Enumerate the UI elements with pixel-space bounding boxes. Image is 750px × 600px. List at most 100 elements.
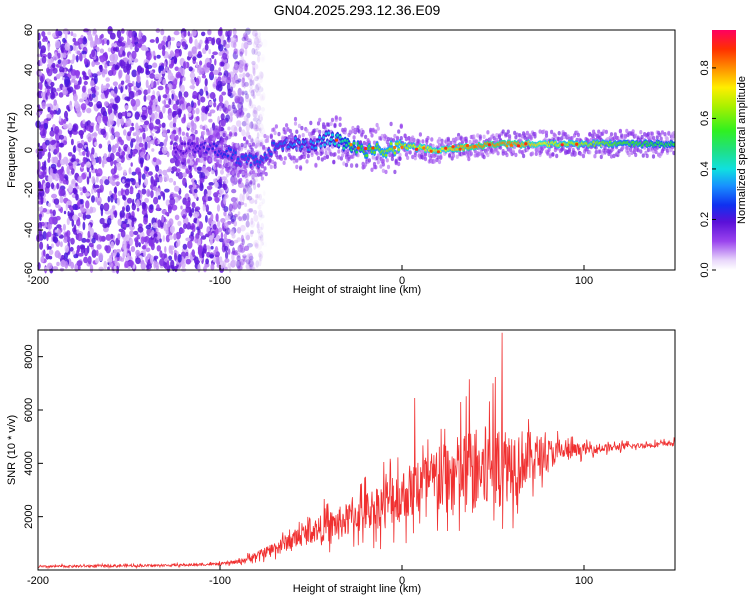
- noise-speck: [70, 138, 74, 146]
- spectrum-halo: [264, 147, 268, 152]
- spectrum-halo: [420, 149, 424, 154]
- spectrum-halo: [277, 131, 281, 137]
- spectrum-halo: [213, 157, 217, 162]
- noise-speck: [114, 64, 120, 71]
- spectrum-halo: [437, 136, 442, 142]
- noise-speck: [59, 66, 65, 74]
- spectrum-halo: [417, 139, 421, 144]
- spectrum-halo: [229, 131, 233, 136]
- noise-speck: [64, 32, 68, 40]
- noise-speck: [142, 202, 147, 210]
- x-tick-label: 100: [575, 275, 593, 287]
- noise-speck: [94, 152, 98, 158]
- spectrum-halo: [395, 135, 400, 141]
- spectrum-halo: [486, 130, 490, 135]
- noise-speck: [54, 173, 60, 182]
- noise-speck: [76, 55, 79, 63]
- noise-speck: [206, 105, 210, 112]
- spectrum-halo: [634, 133, 638, 138]
- spectrum-ridge: [323, 143, 327, 147]
- noise-speck: [194, 238, 199, 244]
- spectrum-halo: [332, 160, 336, 165]
- noise-speck: [231, 104, 236, 110]
- spectrum-halo: [437, 143, 442, 148]
- spectrum-halo: [665, 136, 670, 142]
- noise-speck: [117, 118, 120, 128]
- spectrum-halo: [404, 136, 408, 142]
- noise-speck: [110, 134, 115, 141]
- noise-speck: [143, 178, 149, 186]
- spectrum-halo: [550, 129, 554, 135]
- noise-speck: [259, 254, 263, 262]
- noise-speck: [152, 222, 159, 229]
- spectrum-ridge: [342, 146, 346, 150]
- spectrum-halo: [408, 150, 412, 155]
- noise-speck: [99, 217, 106, 225]
- noise-speck: [233, 220, 237, 227]
- spectrum-halo: [581, 153, 586, 159]
- ridge-peak: [422, 146, 426, 150]
- noise-speck: [132, 198, 135, 207]
- noise-speck: [110, 168, 116, 175]
- noise-speck: [159, 111, 163, 120]
- noise-speck: [234, 95, 241, 104]
- noise-speck: [96, 104, 103, 109]
- noise-speck: [233, 48, 238, 55]
- noise-speck: [254, 127, 261, 132]
- spectrum-halo: [588, 132, 592, 137]
- noise-speck: [45, 103, 51, 108]
- spectrum-halo: [212, 137, 216, 142]
- noise-speck: [232, 76, 236, 85]
- noise-speck: [120, 188, 124, 196]
- noise-speck: [157, 195, 161, 200]
- noise-speck: [227, 126, 231, 131]
- spectrum-halo: [495, 147, 499, 152]
- noise-speck: [107, 143, 112, 153]
- noise-speck: [238, 67, 244, 73]
- noise-speck: [229, 29, 233, 37]
- noise-speck: [142, 244, 146, 250]
- noise-speck: [225, 251, 229, 260]
- noise-speck: [172, 117, 177, 124]
- noise-speck: [144, 235, 150, 244]
- noise-speck: [124, 218, 128, 224]
- noise-speck: [130, 238, 134, 246]
- noise-speck: [87, 136, 92, 143]
- spectrum-halo: [463, 151, 467, 156]
- noise-speck: [237, 244, 244, 253]
- noise-speck: [120, 229, 126, 238]
- noise-speck: [197, 263, 201, 273]
- spectrum-halo: [418, 132, 422, 137]
- noise-speck: [87, 88, 92, 95]
- noise-speck: [86, 125, 92, 132]
- spectrum-halo: [472, 140, 476, 145]
- noise-speck: [82, 71, 87, 78]
- noise-speck: [233, 126, 238, 134]
- noise-speck: [245, 95, 250, 103]
- noise-speck: [159, 250, 163, 258]
- spectrum-halo: [203, 156, 207, 161]
- noise-speck: [58, 152, 62, 161]
- noise-speck: [130, 246, 136, 253]
- spectrum-halo: [551, 152, 555, 157]
- spectrum-halo: [274, 124, 278, 129]
- noise-speck: [58, 92, 64, 98]
- noise-speck: [259, 132, 264, 137]
- spectrum-halo: [658, 132, 662, 137]
- y-tick-label: 8000: [23, 344, 35, 368]
- noise-speck: [165, 86, 170, 95]
- spectrum-halo: [608, 135, 612, 140]
- noise-speck: [212, 69, 219, 76]
- spectrum-halo: [295, 158, 299, 163]
- noise-speck: [125, 212, 130, 221]
- noise-speck: [249, 78, 253, 83]
- noise-speck: [66, 217, 70, 226]
- noise-speck: [210, 245, 214, 250]
- noise-speck: [168, 98, 172, 105]
- noise-speck: [162, 235, 165, 242]
- spectrum-halo: [384, 169, 388, 175]
- noise-speck: [138, 136, 143, 143]
- noise-speck: [76, 50, 81, 56]
- noise-speck: [107, 195, 111, 203]
- noise-speck: [249, 88, 254, 93]
